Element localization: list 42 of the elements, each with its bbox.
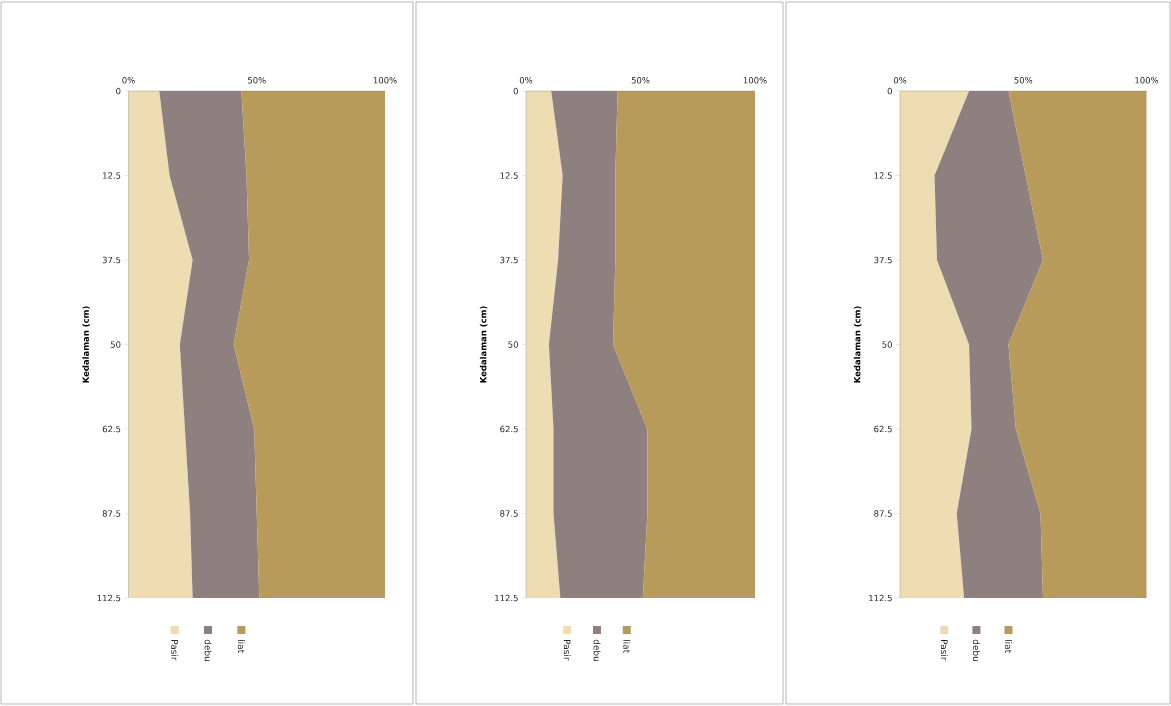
x-tick-label: 100% <box>1135 77 1159 84</box>
y-tick-label: 112.5 <box>869 594 892 602</box>
legend-label: liat <box>623 640 631 653</box>
legend-label: debu <box>204 639 212 661</box>
y-tick-label: 0 <box>513 87 518 95</box>
y-tick-label: 0 <box>887 87 892 95</box>
y-tick-label: 12.5 <box>103 172 121 179</box>
legend-label: Pasir <box>940 640 948 661</box>
y-tick-label: 112.5 <box>97 594 121 602</box>
y-axis-title: Kedalaman (cm) <box>853 306 862 383</box>
legend-label: liat <box>237 640 245 653</box>
x-tick-label: 0% <box>122 77 135 84</box>
y-tick-label: 87.5 <box>102 510 121 517</box>
y-tick-label: 12.5 <box>500 172 518 179</box>
y-axis-title: Kedalaman (cm) <box>82 306 90 383</box>
x-tick-label: 50% <box>631 77 650 84</box>
x-tick-label: 0% <box>519 77 533 84</box>
x-tick-label: 0% <box>893 77 907 84</box>
x-tick-label: 50% <box>1014 77 1033 84</box>
y-tick-label: 62.5 <box>874 425 892 433</box>
y-axis-title: Kedalaman (cm) <box>479 306 488 383</box>
legend-label: Pasir <box>171 640 179 661</box>
y-tick-label: 87.5 <box>500 510 518 517</box>
legend-label: liat <box>1005 640 1012 653</box>
y-tick-label: 12.5 <box>874 172 892 179</box>
y-tick-label: 37.5 <box>102 256 121 264</box>
x-tick-label: 100% <box>373 77 397 84</box>
y-tick-label: 50 <box>508 341 518 348</box>
y-tick-label: 62.5 <box>102 425 121 433</box>
legend-label: debu <box>972 639 980 661</box>
y-tick-label: 50 <box>882 341 892 348</box>
y-tick-label: 112.5 <box>495 594 518 602</box>
y-tick-label: 0 <box>116 87 121 95</box>
x-tick-label: 100% <box>743 77 767 84</box>
y-tick-label: 37.5 <box>500 256 518 264</box>
y-tick-label: 50 <box>110 341 121 348</box>
y-tick-label: 62.5 <box>500 425 518 433</box>
y-tick-label: 87.5 <box>874 510 892 517</box>
x-tick-label: 50% <box>248 77 266 84</box>
legend-label: debu <box>593 639 601 661</box>
y-tick-label: 37.5 <box>874 256 892 264</box>
legend-label: Pasir <box>563 640 571 661</box>
